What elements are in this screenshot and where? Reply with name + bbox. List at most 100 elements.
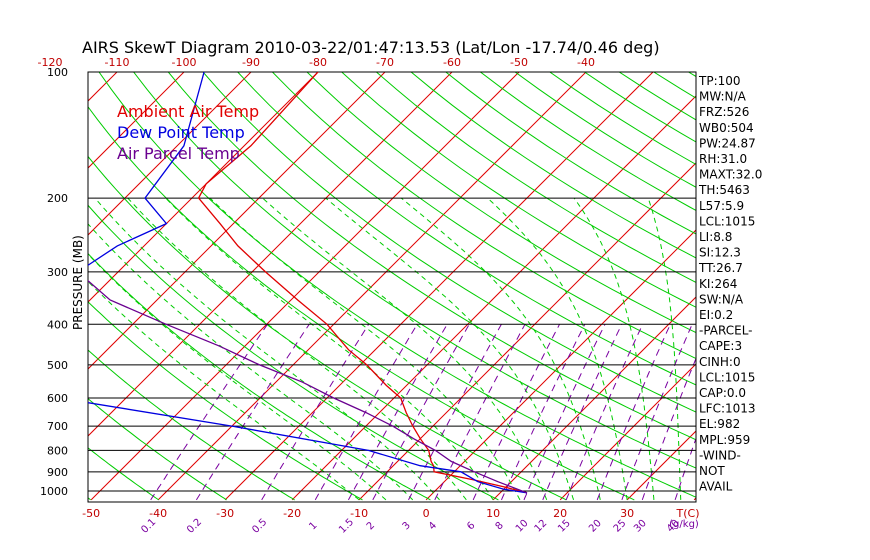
mixing-ratio-line — [261, 324, 370, 501]
isotherm-line — [90, 72, 520, 501]
top-temp-tick-label: -40 — [577, 56, 595, 69]
pressure-tick-label: 900 — [47, 466, 68, 479]
isotherm-line — [828, 72, 870, 500]
pressure-tick-label: 1000 — [40, 485, 68, 498]
isotherm-line — [559, 363, 696, 501]
top-temp-tick-label: -80 — [309, 56, 327, 69]
dry-adiabat-line — [237, 72, 696, 386]
mixing-ratio-label: 30 — [632, 518, 649, 535]
profile-dew-point-temp — [88, 72, 528, 494]
bottom-temp-tick-label: 30 — [620, 507, 634, 520]
dry-adiabat-line — [480, 72, 696, 211]
legend-item: Air Parcel Temp — [117, 144, 240, 163]
chart-title: AIRS SkewT Diagram 2010-03-22/01:47:13.5… — [82, 38, 660, 57]
bottom-temp-tick-label: -50 — [82, 507, 100, 520]
pressure-tick-label: 300 — [47, 266, 68, 279]
index-label: FRZ:526 — [699, 105, 749, 119]
legend-item: Dew Point Temp — [117, 123, 245, 142]
index-label: TT:26.7 — [698, 261, 743, 275]
mixing-ratio-label: 15 — [556, 518, 573, 535]
mixing-ratio-line — [347, 324, 448, 501]
dry-adiabat-line — [88, 349, 295, 501]
index-label: CAPE:3 — [699, 339, 742, 353]
mixing-ratio-label: 10 — [514, 518, 531, 535]
dry-adiabat-line — [88, 252, 431, 501]
dry-adiabat-line — [0, 72, 23, 500]
isotherm-line — [358, 162, 696, 501]
dry-adiabat-line — [410, 72, 696, 259]
index-label: LI:8.8 — [699, 230, 732, 244]
temp-unit-label: T(C) — [676, 507, 700, 520]
mixing-ratio-line — [472, 324, 560, 501]
index-label: WB0:504 — [699, 121, 754, 135]
bottom-temp-tick-label: -40 — [149, 507, 167, 520]
top-temp-tick-label: -60 — [443, 56, 461, 69]
dry-adiabat-line — [306, 72, 696, 334]
mixing-ratio-label: 3 — [401, 520, 413, 532]
index-label: EI:0.2 — [699, 308, 733, 322]
mixing-ratio-line — [596, 324, 671, 501]
isotherm-line — [88, 72, 319, 303]
pressure-tick-label: 200 — [47, 192, 68, 205]
profile-air-parcel-temp — [88, 279, 528, 494]
pressure-tick-label: 100 — [47, 66, 68, 79]
legend-item: Ambient Air Temp — [117, 102, 259, 121]
mixing-ratio-label: 12 — [533, 518, 550, 535]
background-lines — [0, 72, 870, 501]
bottom-temp-tick-label: 20 — [553, 507, 567, 520]
mixing-ratio-label: 0.2 — [185, 517, 204, 536]
dry-adiabat-line — [376, 72, 696, 283]
index-label: AVAIL — [699, 480, 733, 494]
dry-adiabat-line — [341, 72, 696, 308]
top-temp-tick-label: -70 — [376, 56, 394, 69]
index-label: MW:N/A — [699, 90, 747, 104]
index-label: SW:N/A — [699, 292, 744, 306]
mixing-ratio-line — [195, 324, 310, 501]
isotherm-line — [88, 72, 252, 236]
isotherm-line — [88, 72, 386, 370]
mixing-ratio-label: 1 — [307, 520, 319, 532]
moist-adiabat-line — [400, 197, 601, 501]
index-label: RH:31.0 — [699, 152, 747, 166]
index-label: CINH:0 — [699, 355, 741, 369]
bottom-temp-tick-label: -10 — [350, 507, 368, 520]
dry-adiabat-line — [88, 105, 635, 501]
isotherm-line — [761, 72, 870, 500]
index-label: KI:264 — [699, 277, 737, 291]
bottom-temp-tick-label: 10 — [486, 507, 500, 520]
top-temp-tick-label: -120 — [38, 56, 63, 69]
mixing-ratio-label: 20 — [587, 518, 604, 535]
top-temp-tick-label: -50 — [510, 56, 528, 69]
mixing-ratio-line — [314, 324, 418, 501]
y-axis-label: PRESSURE (MB) — [71, 235, 85, 330]
index-label: MPL:959 — [699, 433, 750, 447]
pressure-tick-label: 800 — [47, 444, 68, 457]
index-label: L57:5.9 — [699, 199, 744, 213]
isotherm-line — [88, 72, 453, 437]
mixing-ratio-line — [542, 324, 623, 501]
mixing-ratio-label: 0.5 — [250, 517, 269, 536]
dry-adiabat-line — [514, 72, 696, 188]
moist-adiabat-line — [573, 197, 655, 500]
dry-adiabat-line — [88, 155, 567, 501]
index-label: LCL:1015 — [699, 214, 755, 228]
index-label: LFC:1013 — [699, 402, 756, 416]
mixing-ratio-label: 25 — [612, 518, 629, 535]
pressure-tick-label: 500 — [47, 359, 68, 372]
top-temp-tick-label: -90 — [242, 56, 260, 69]
mixing-ratio-unit-label: (g/kg) — [669, 519, 699, 530]
dry-adiabat-line — [98, 72, 696, 498]
dry-adiabat-line — [88, 301, 363, 501]
pressure-tick-label: 700 — [47, 420, 68, 433]
isotherm-line — [157, 72, 587, 501]
moist-adiabat-line — [127, 197, 467, 501]
isotherm-line — [0, 72, 50, 500]
mixing-ratio-line — [523, 324, 606, 501]
mixing-ratio-line — [565, 324, 644, 501]
index-label: EL:982 — [699, 417, 740, 431]
isotherm-line — [88, 72, 118, 102]
index-label: CAP:0.0 — [699, 386, 746, 400]
moist-adiabat-line — [94, 197, 440, 501]
